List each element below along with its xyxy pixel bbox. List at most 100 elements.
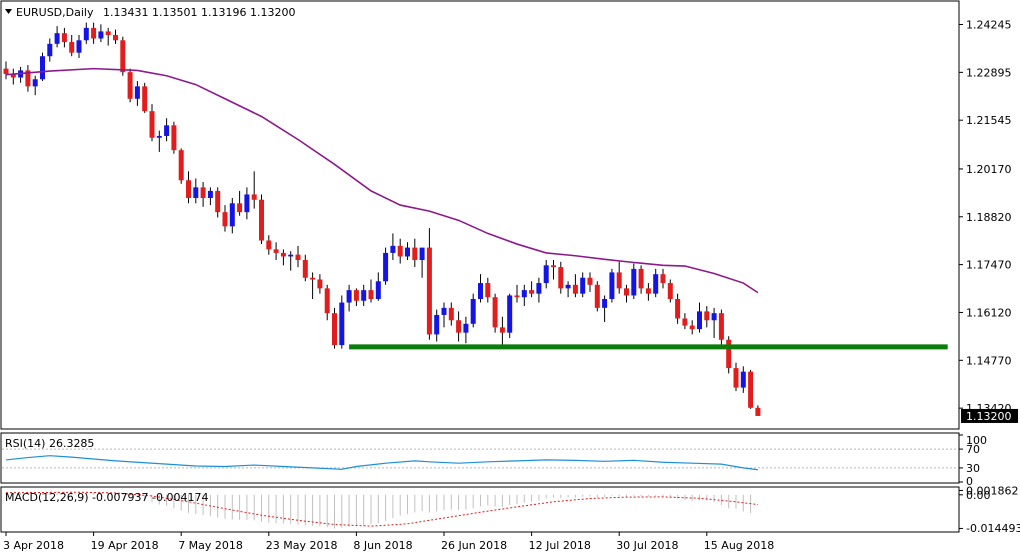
price-y-tick-label: 1.16120 xyxy=(966,306,1012,319)
price-y-tick-label: 1.22895 xyxy=(966,66,1012,79)
bear-candle xyxy=(689,325,695,330)
bull-candle xyxy=(536,283,542,294)
bull-candle xyxy=(244,194,250,213)
bull-candle xyxy=(470,298,476,324)
bear-candle xyxy=(426,247,432,335)
bear-candle xyxy=(412,247,418,261)
bear-candle xyxy=(215,190,221,213)
bear-candle xyxy=(594,284,600,308)
bull-candle xyxy=(193,187,199,198)
bear-candle xyxy=(718,313,724,340)
bear-candle xyxy=(733,368,739,388)
bear-candle xyxy=(280,252,286,257)
bear-candle xyxy=(645,288,651,294)
bull-candle xyxy=(390,245,396,253)
bear-candle xyxy=(120,40,126,73)
bear-candle xyxy=(660,274,666,284)
x-tick-label: 19 Apr 2018 xyxy=(91,539,159,552)
bear-candle xyxy=(624,288,629,296)
bull-candle xyxy=(361,290,367,301)
macd-series xyxy=(5,491,758,529)
bull-candle xyxy=(405,247,410,257)
bear-candle xyxy=(704,311,710,321)
bear-candle xyxy=(514,295,520,298)
bear-candle xyxy=(113,34,118,41)
bull-candle xyxy=(54,33,60,44)
bear-candle xyxy=(317,279,323,289)
rsi-series xyxy=(5,455,758,471)
bull-candle xyxy=(419,247,425,261)
bull-candle xyxy=(98,31,104,39)
bear-candle xyxy=(492,297,498,328)
bear-candle xyxy=(353,290,359,301)
bull-candle xyxy=(580,277,586,294)
bear-candle xyxy=(551,265,556,268)
rsi-title: RSI(14) 26.3285 xyxy=(5,437,94,450)
price-y-tick-label: 1.18820 xyxy=(966,211,1012,224)
rsi-y-tick-label: 30 xyxy=(966,462,980,475)
bull-candle xyxy=(339,302,345,346)
bear-candle xyxy=(259,199,264,241)
bear-candle xyxy=(69,42,75,53)
x-tick-label: 23 May 2018 xyxy=(266,539,338,552)
bear-candle xyxy=(251,194,257,200)
bull-candle xyxy=(653,274,659,294)
bear-candle xyxy=(667,283,673,299)
bull-candle xyxy=(631,268,637,296)
bull-candle xyxy=(602,298,608,308)
bear-candle xyxy=(499,327,505,333)
price-ohlc-values: 1.13431 1.13501 1.13196 1.13200 xyxy=(103,6,295,19)
bear-candle xyxy=(3,68,9,74)
price-y-axis: 1.24245 1.22895 1.21545 1.20170 1.18820 1.174… xyxy=(959,19,1012,415)
bear-candle xyxy=(572,284,578,294)
bear-candle xyxy=(273,249,279,253)
bull-candle xyxy=(40,56,45,80)
bull-candle xyxy=(609,272,615,299)
bear-candle xyxy=(61,33,67,43)
bull-candle xyxy=(288,254,294,257)
bull-candle xyxy=(156,135,162,138)
bull-candle xyxy=(543,265,549,284)
rsi-y-tick-label: 0 xyxy=(966,475,973,488)
bull-candle xyxy=(521,290,527,298)
bear-candle xyxy=(638,268,644,289)
bull-candle xyxy=(434,314,440,335)
bear-candle xyxy=(149,111,155,138)
bear-candle xyxy=(456,320,462,333)
x-axis: 3 Apr 2018 19 Apr 2018 7 May 2018 23 May 20… xyxy=(3,532,774,552)
bear-candle xyxy=(616,272,622,289)
bear-candle xyxy=(310,277,316,280)
rsi-y-tick-label: 70 xyxy=(966,443,980,456)
bear-candle xyxy=(186,180,191,198)
x-tick-label: 30 Jul 2018 xyxy=(616,539,678,552)
price-y-tick-label: 1.21545 xyxy=(966,114,1012,127)
bear-candle xyxy=(324,288,330,314)
bear-candle xyxy=(529,290,535,294)
bull-candle xyxy=(740,371,746,388)
bull-candle xyxy=(346,290,352,303)
price-y-tick-label: 1.14770 xyxy=(966,354,1012,367)
price-y-tick-label: 1.17470 xyxy=(966,259,1012,272)
bull-candle xyxy=(83,27,89,41)
bear-candle xyxy=(675,298,681,319)
x-tick-label: 8 Jun 2018 xyxy=(353,539,412,552)
macd-y-tick-label: -0.014493 xyxy=(966,522,1020,535)
bear-candle xyxy=(10,73,16,78)
bear-candle xyxy=(237,203,243,213)
bull-candle xyxy=(565,284,571,289)
rsi-line xyxy=(5,455,758,471)
price-series xyxy=(3,22,948,416)
bear-candle xyxy=(726,339,732,369)
bear-candle xyxy=(178,150,184,181)
bull-candle xyxy=(76,40,82,53)
bull-candle xyxy=(47,43,53,57)
macd-title: MACD(12,26,9) -0.007937 -0.004174 xyxy=(5,491,208,504)
price-y-tick-label: 1.20170 xyxy=(966,163,1012,176)
collapse-triangle-icon[interactable] xyxy=(5,9,12,14)
price-y-tick-label: 1.24245 xyxy=(966,19,1012,32)
rsi-y-tick-label: 100 xyxy=(966,434,987,447)
macd-y-tick-label: 0.001862 xyxy=(966,484,1019,497)
bear-candle xyxy=(368,290,374,299)
